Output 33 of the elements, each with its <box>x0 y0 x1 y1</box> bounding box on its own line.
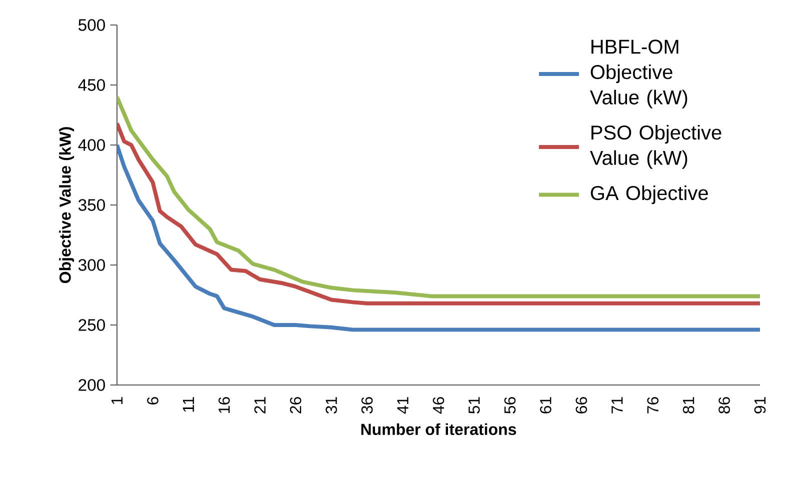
x-tick-label: 41 <box>397 397 408 414</box>
x-tick-label: 91 <box>754 397 766 414</box>
x-tick-label: 26 <box>290 397 302 414</box>
x-tick-label: 51 <box>468 397 480 414</box>
y-axis-title: Objective Value (kW) <box>59 127 74 284</box>
x-tick-label: 1 <box>112 397 123 404</box>
x-tick-label: 16 <box>218 397 230 413</box>
x-tick-label: 71 <box>612 397 623 414</box>
x-tick-label: 66 <box>576 397 588 414</box>
legend-label: PSO Objective Value (kW) <box>590 124 722 169</box>
x-tick-label: 36 <box>361 397 373 414</box>
x-tick-label: 56 <box>504 397 516 414</box>
x-tick-label: 86 <box>718 397 730 414</box>
y-tick-label: 350 <box>78 199 105 211</box>
x-tick-label: 31 <box>326 397 337 414</box>
x-tick-label: 76 <box>647 397 658 414</box>
y-tick-label: 200 <box>78 379 105 391</box>
line-series <box>117 142 760 332</box>
legend-label: GA Objective <box>590 185 708 204</box>
x-tick-label: 6 <box>147 397 158 404</box>
y-tick-label: 500 <box>78 19 105 31</box>
x-axis-title: Number of iterations <box>361 423 516 436</box>
legend-label: HBFL-OM Objective Value (kW) <box>590 40 688 108</box>
y-tick-label: 300 <box>78 259 105 271</box>
y-tick-label: 450 <box>78 79 105 91</box>
x-tick-label: 61 <box>540 397 552 414</box>
y-tick-label: 250 <box>78 319 105 331</box>
x-tick-label: 21 <box>254 397 266 414</box>
y-tick-label: 400 <box>78 139 105 151</box>
x-tick-label: 11 <box>182 397 194 412</box>
x-tick-label: 46 <box>432 397 444 414</box>
line-series <box>117 121 760 306</box>
x-tick-label: 81 <box>682 397 694 414</box>
